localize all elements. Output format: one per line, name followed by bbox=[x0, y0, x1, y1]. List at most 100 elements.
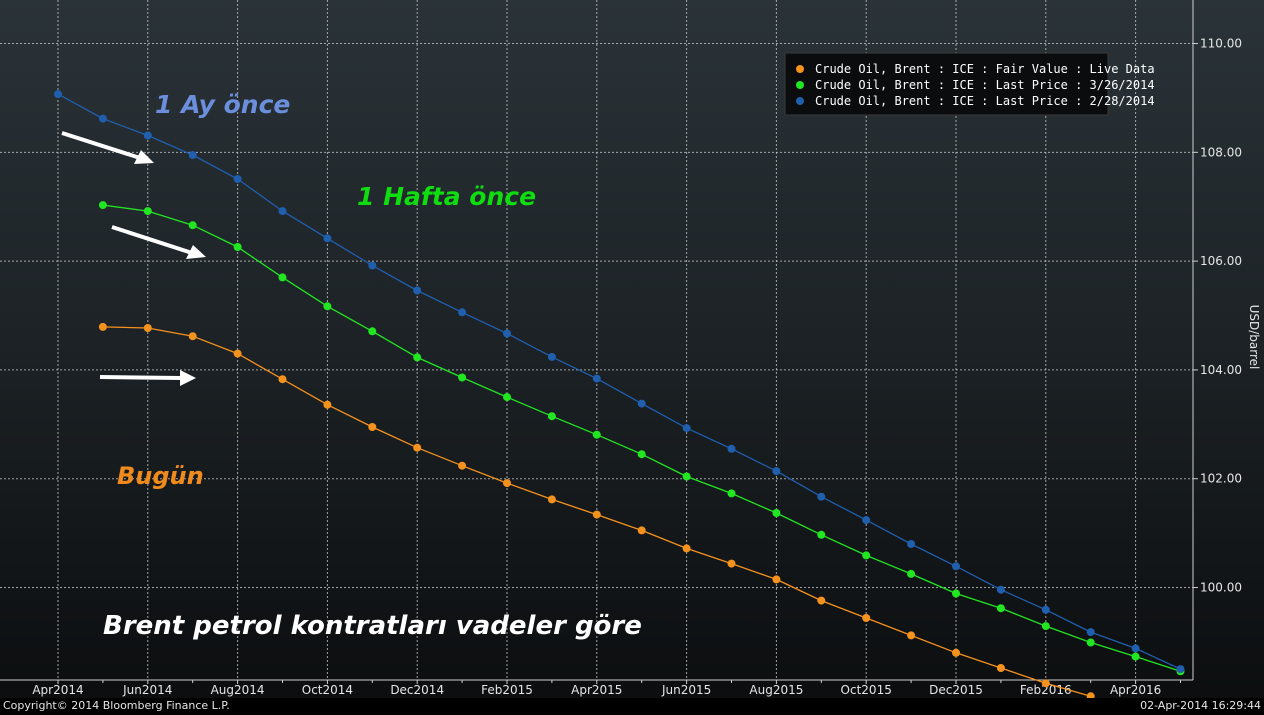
arrow-week-ago bbox=[111, 225, 206, 259]
x-tick-label: Oct2015 bbox=[841, 683, 892, 697]
data-point-today bbox=[98, 322, 107, 331]
data-point-today bbox=[1041, 679, 1050, 688]
data-point-month_ago bbox=[323, 234, 332, 243]
legend-marker-today bbox=[796, 65, 804, 73]
x-tick-label: Jun2015 bbox=[661, 683, 711, 697]
data-point-today bbox=[907, 631, 916, 640]
legend-label-week-ago: Crude Oil, Brent : ICE : Last Price : 3/… bbox=[815, 78, 1155, 92]
legend-label-month-ago: Crude Oil, Brent : ICE : Last Price : 2/… bbox=[815, 94, 1155, 108]
data-point-today bbox=[233, 349, 242, 358]
data-point-month_ago bbox=[458, 308, 467, 317]
data-point-month_ago bbox=[1086, 628, 1095, 637]
y-axis-ticks: 100.00 102.00 104.00 106.00 108.00 110.00 bbox=[1193, 37, 1242, 595]
data-point-today bbox=[772, 575, 781, 584]
data-point-month_ago bbox=[54, 90, 62, 99]
data-point-month_ago bbox=[907, 540, 916, 548]
series-layer bbox=[54, 90, 1185, 701]
data-point-month_ago bbox=[637, 399, 646, 408]
x-tick-label: Aug2014 bbox=[211, 683, 265, 697]
data-point-week_ago bbox=[637, 450, 646, 459]
annotation-week-ago: 1 Hafta önce bbox=[357, 182, 536, 211]
timestamp-text: 02-Apr-2014 16:29:44 bbox=[1140, 699, 1261, 712]
data-point-month_ago bbox=[413, 286, 422, 295]
annotation-month-ago: 1 Ay önce bbox=[155, 90, 290, 119]
data-point-today bbox=[952, 648, 960, 657]
data-point-month_ago bbox=[772, 467, 781, 476]
data-point-month_ago bbox=[503, 329, 511, 338]
y-tick-label: 110.00 bbox=[1200, 37, 1242, 51]
y-tick-label: 104.00 bbox=[1200, 363, 1242, 377]
legend-label-today: Crude Oil, Brent : ICE : Fair Value : Li… bbox=[815, 62, 1155, 76]
data-point-month_ago bbox=[1176, 665, 1185, 674]
data-point-week_ago bbox=[727, 489, 736, 498]
data-point-month_ago bbox=[952, 562, 960, 571]
data-point-today bbox=[278, 375, 287, 384]
data-point-month_ago bbox=[682, 424, 691, 433]
data-point-month_ago bbox=[592, 374, 601, 383]
data-point-month_ago bbox=[817, 492, 826, 501]
data-point-week_ago bbox=[278, 273, 287, 282]
data-point-month_ago bbox=[1131, 644, 1140, 653]
data-point-week_ago bbox=[458, 373, 467, 382]
legend-box bbox=[784, 52, 1109, 116]
data-point-month_ago bbox=[98, 114, 107, 123]
series-today bbox=[98, 322, 1095, 701]
data-point-today bbox=[862, 614, 871, 622]
data-point-today bbox=[143, 324, 152, 332]
data-point-today bbox=[592, 510, 601, 519]
data-point-week_ago bbox=[188, 221, 197, 230]
data-point-week_ago bbox=[323, 302, 332, 311]
data-point-month_ago bbox=[143, 131, 152, 140]
footer-bar: Copyright© 2014 Bloomberg Finance L.P. 0… bbox=[0, 698, 1264, 715]
x-tick-label: Aug2015 bbox=[749, 683, 803, 697]
data-point-week_ago bbox=[98, 201, 107, 210]
data-point-week_ago bbox=[1041, 622, 1050, 631]
series-line-month_ago bbox=[57, 93, 1181, 670]
data-point-week_ago bbox=[952, 589, 960, 598]
y-tick-label: 108.00 bbox=[1200, 145, 1242, 159]
data-point-today bbox=[682, 544, 691, 553]
annotation-arrows bbox=[61, 131, 206, 386]
chart-caption: Brent petrol kontratları vadeler göre bbox=[103, 611, 642, 641]
y-tick-label: 100.00 bbox=[1200, 581, 1242, 595]
x-tick-label: Apr2016 bbox=[1110, 683, 1161, 697]
legend: Crude Oil, Brent : ICE : Fair Value : Li… bbox=[784, 52, 1155, 116]
arrow-month-ago bbox=[61, 131, 154, 164]
data-point-week_ago bbox=[592, 430, 601, 439]
series-week_ago bbox=[98, 201, 1185, 676]
data-point-month_ago bbox=[862, 516, 871, 525]
x-tick-label: Feb2015 bbox=[481, 683, 533, 697]
x-tick-label: Apr2015 bbox=[571, 683, 622, 697]
data-point-week_ago bbox=[1131, 652, 1140, 661]
x-tick-label: Oct2014 bbox=[302, 683, 353, 697]
data-point-week_ago bbox=[547, 412, 556, 421]
data-point-week_ago bbox=[143, 207, 152, 216]
data-point-today bbox=[323, 400, 332, 409]
data-point-today bbox=[996, 664, 1005, 672]
data-point-month_ago bbox=[368, 261, 377, 270]
data-point-month_ago bbox=[727, 444, 736, 453]
data-point-today bbox=[547, 495, 556, 504]
annotation-today: Bugün bbox=[117, 462, 204, 490]
data-point-month_ago bbox=[547, 352, 556, 361]
y-tick-label: 102.00 bbox=[1200, 472, 1242, 486]
data-point-week_ago bbox=[1086, 638, 1095, 647]
x-axis-ticks: Apr2014 Jun2014 Aug2014 Oct2014 Dec2014 Feb20… bbox=[32, 680, 1181, 697]
data-point-week_ago bbox=[368, 327, 377, 336]
data-point-today bbox=[368, 423, 377, 431]
x-tick-label: Dec2015 bbox=[929, 683, 983, 697]
data-point-month_ago bbox=[1041, 605, 1050, 614]
x-tick-label: Dec2014 bbox=[390, 683, 444, 697]
data-point-month_ago bbox=[233, 175, 242, 183]
data-point-today bbox=[727, 559, 736, 568]
data-point-week_ago bbox=[862, 551, 871, 560]
x-tick-label: Apr2014 bbox=[32, 683, 83, 697]
series-line-week_ago bbox=[102, 204, 1181, 672]
data-point-today bbox=[188, 332, 197, 341]
data-point-month_ago bbox=[278, 207, 287, 216]
data-point-week_ago bbox=[503, 393, 511, 402]
data-point-today bbox=[817, 596, 826, 605]
y-tick-label: 106.00 bbox=[1200, 254, 1242, 268]
data-point-today bbox=[413, 443, 422, 452]
